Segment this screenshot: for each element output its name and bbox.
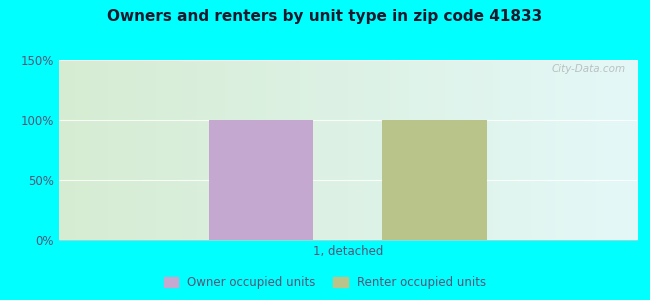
Bar (382, 120, 487, 240)
Bar (209, 120, 313, 240)
Text: Owners and renters by unit type in zip code 41833: Owners and renters by unit type in zip c… (107, 9, 543, 24)
Legend: Owner occupied units, Renter occupied units: Owner occupied units, Renter occupied un… (159, 272, 491, 294)
Text: City-Data.com: City-Data.com (551, 64, 625, 74)
